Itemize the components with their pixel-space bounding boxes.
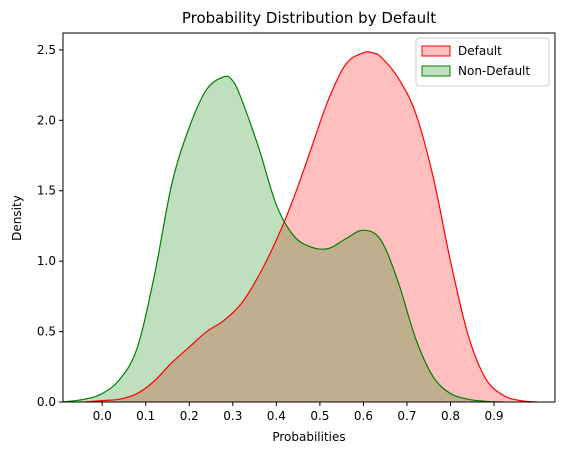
y-tick-label: 1.5 bbox=[37, 184, 56, 198]
y-tick-label: 0.5 bbox=[37, 325, 56, 339]
x-tick-label: 0.9 bbox=[484, 409, 503, 423]
x-tick-label: 0.5 bbox=[310, 409, 329, 423]
x-tick-label: 0.2 bbox=[180, 409, 199, 423]
y-axis: 0.0 0.5 1.0 1.5 2.0 2.5 bbox=[37, 43, 63, 409]
x-axis-label: Probabilities bbox=[272, 430, 345, 444]
x-tick-label: 0.4 bbox=[267, 409, 286, 423]
y-tick-label: 2.0 bbox=[37, 113, 56, 127]
x-tick-label: 0.7 bbox=[397, 409, 416, 423]
y-tick-label: 0.0 bbox=[37, 395, 56, 409]
series-line-non-default bbox=[62, 75, 503, 403]
plot-area bbox=[62, 51, 538, 403]
series-area-default bbox=[84, 51, 538, 402]
y-tick-label: 2.5 bbox=[37, 43, 56, 57]
x-tick-label: 0.1 bbox=[136, 409, 155, 423]
legend-label-non-default: Non-Default bbox=[458, 64, 530, 78]
x-axis: 0.0 0.1 0.2 0.3 0.4 0.5 0.6 0.7 0.8 0.9 bbox=[93, 402, 504, 423]
legend-swatch-default bbox=[421, 45, 451, 57]
x-tick-label: 0.0 bbox=[93, 409, 112, 423]
legend-box bbox=[415, 37, 550, 87]
x-tick-label: 0.8 bbox=[441, 409, 460, 423]
series-area-non-default bbox=[63, 76, 503, 402]
x-tick-label: 0.6 bbox=[354, 409, 373, 423]
y-tick-label: 1.0 bbox=[37, 254, 56, 268]
y-axis-label: Density bbox=[10, 195, 24, 241]
series-line-default bbox=[84, 51, 538, 403]
legend: Default Non-Default bbox=[415, 37, 550, 87]
chart-title: Probability Distribution by Default bbox=[182, 9, 436, 27]
legend-swatch-non-default bbox=[421, 65, 451, 77]
x-tick-label: 0.3 bbox=[223, 409, 242, 423]
plot-frame bbox=[62, 32, 556, 403]
legend-label-default: Default bbox=[458, 44, 502, 58]
